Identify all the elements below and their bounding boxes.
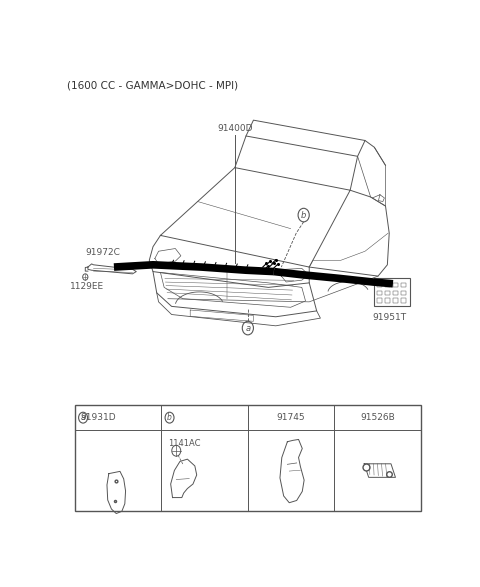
Text: b: b [301,211,306,220]
Bar [377,283,382,288]
Text: b: b [167,413,172,422]
Text: 91400D: 91400D [217,124,252,133]
Text: 1129EE: 1129EE [70,282,104,291]
Text: a: a [245,323,251,333]
Text: 91931D: 91931D [80,413,116,422]
Bar [385,291,390,295]
Bar [385,298,390,303]
Bar [374,278,409,306]
Text: 1141AC: 1141AC [168,438,201,447]
Bar [377,298,382,303]
Bar [401,291,407,295]
Text: (1600 CC - GAMMA>DOHC - MPI): (1600 CC - GAMMA>DOHC - MPI) [67,80,239,90]
Bar [401,298,407,303]
Bar [75,405,421,511]
Bar [385,283,390,288]
Bar [393,283,398,288]
Text: 91745: 91745 [277,413,305,422]
Text: 91526B: 91526B [360,413,395,422]
Bar [377,291,382,295]
Text: 91972C: 91972C [85,248,120,257]
Text: a: a [81,413,85,422]
Bar [401,283,407,288]
Bar [393,291,398,295]
Bar [393,298,398,303]
Text: 91951T: 91951T [372,313,406,322]
